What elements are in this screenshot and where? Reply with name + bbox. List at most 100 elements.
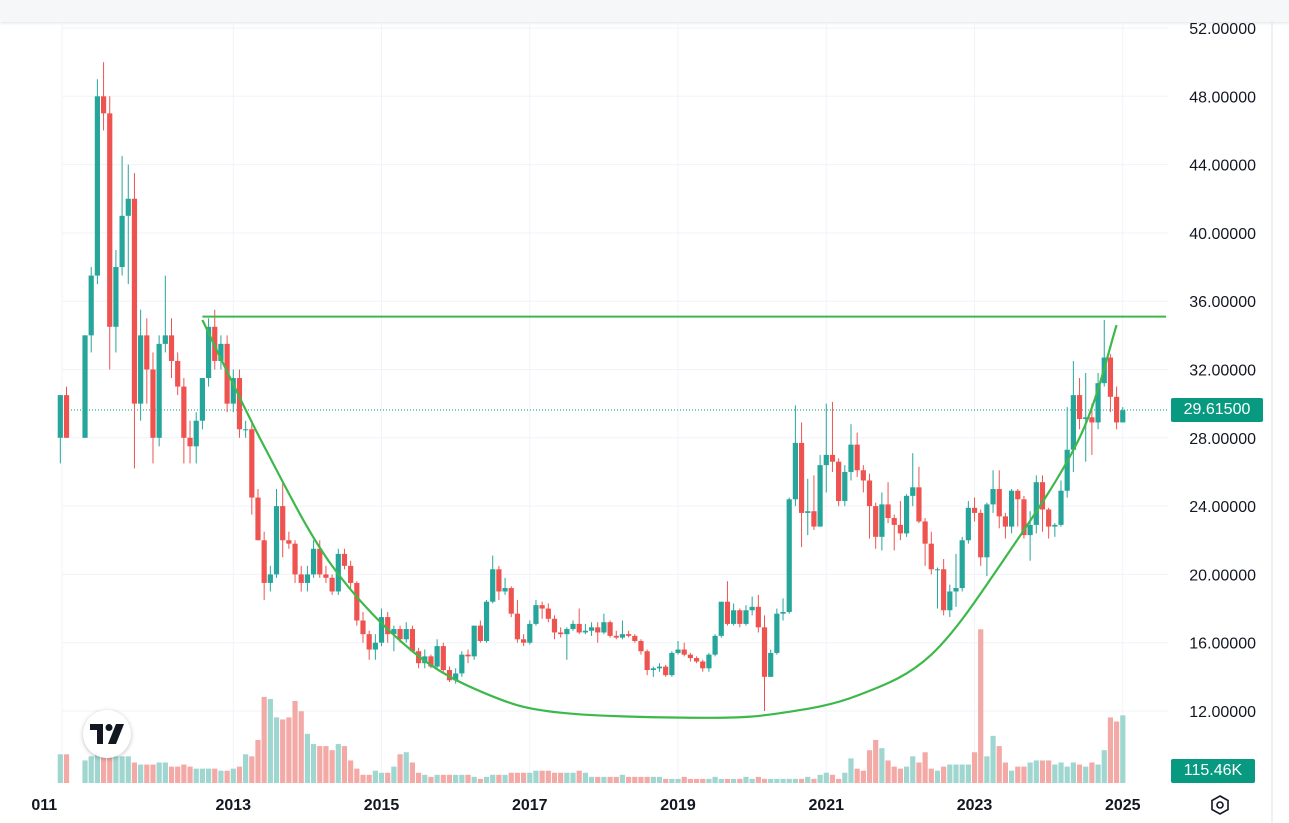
candle (230, 369, 236, 413)
candle-body (403, 629, 409, 640)
candle (755, 594, 761, 633)
volume-bar (131, 762, 138, 783)
candle-body (292, 543, 298, 575)
volume-bar (181, 764, 187, 783)
time-tick-label: 2013 (215, 797, 251, 814)
candle-body (477, 625, 483, 641)
cup-curve[interactable] (201, 319, 1118, 719)
volume-bar (261, 696, 267, 783)
candle-body (724, 601, 731, 624)
candle (545, 603, 551, 623)
candle (731, 603, 737, 626)
volume-bar (712, 776, 718, 783)
candle (984, 502, 990, 577)
volume-bar (57, 754, 63, 783)
volume-bar (82, 760, 88, 783)
candle-body (144, 335, 150, 370)
candle (434, 639, 440, 669)
volume-bar (941, 766, 947, 783)
price-tick-label: 40.00000 (1189, 226, 1256, 243)
candle (817, 454, 823, 527)
candle-body (348, 565, 354, 583)
candle (1033, 475, 1039, 534)
candle-body (934, 569, 941, 571)
candle-body (700, 661, 706, 669)
candle-body (916, 487, 922, 522)
candle-body (1021, 499, 1027, 536)
volume-bar (168, 766, 175, 783)
candle-body (372, 642, 378, 650)
candle (996, 470, 1002, 529)
candle-body (761, 627, 768, 677)
volume-bar (119, 756, 125, 783)
candle-body (483, 601, 490, 641)
settings-gear-icon[interactable] (1208, 793, 1232, 817)
volume-bar (397, 754, 403, 783)
volume-bar (391, 766, 397, 783)
volume-bar (743, 776, 749, 783)
volume-bar (718, 778, 724, 783)
volume-bar (1027, 762, 1033, 783)
candle (150, 352, 156, 464)
candle-body (527, 623, 533, 643)
candle-body (897, 524, 904, 534)
candle (1120, 407, 1126, 423)
candle (842, 465, 848, 507)
top-toolbar (0, 0, 1289, 22)
candle-body (1046, 509, 1052, 527)
candle (706, 652, 712, 672)
volume-bar (502, 774, 508, 783)
candle-body (323, 574, 329, 578)
candle-body (693, 658, 700, 662)
candle-body (669, 652, 675, 676)
tradingview-logo-icon[interactable] (83, 710, 131, 758)
candle (873, 502, 879, 549)
time-tick-label: 2021 (808, 797, 844, 814)
candle (168, 318, 175, 379)
candle (632, 634, 638, 643)
volume-bar (224, 770, 230, 783)
volume-bar (588, 776, 595, 783)
volume-bar (829, 774, 836, 783)
drawing-tools (201, 315, 1167, 719)
candle-body (928, 543, 934, 570)
candle (1046, 507, 1052, 539)
candle-body (885, 504, 891, 519)
volume-bar (1120, 715, 1126, 783)
volume-bar (891, 766, 897, 783)
candle-body (842, 471, 848, 501)
candle-body (545, 608, 551, 619)
candle (941, 559, 947, 616)
candle (539, 601, 545, 619)
volume-bar (372, 770, 378, 783)
candle-body (1107, 357, 1114, 397)
volume-bar (113, 756, 119, 783)
volume-bar (706, 778, 712, 783)
volume-bar (1033, 760, 1039, 783)
volume-bar (1070, 762, 1076, 783)
candle (440, 642, 446, 672)
candle-body (588, 627, 595, 631)
candle (453, 668, 459, 684)
candle (724, 581, 731, 626)
volume-bar (663, 778, 669, 783)
candle-body (663, 666, 669, 676)
candle-body (1114, 396, 1120, 423)
candle (947, 584, 953, 618)
candle (471, 625, 477, 660)
volume-bar (533, 770, 539, 783)
candle-body (984, 504, 990, 558)
candle-body (1027, 524, 1033, 536)
volume-bar (669, 778, 675, 783)
volume-bar (286, 717, 292, 783)
candle-body (286, 540, 292, 544)
candle (131, 173, 138, 469)
candle-body (996, 489, 1002, 517)
candle-body (632, 635, 638, 641)
candle-body (453, 673, 459, 681)
volume-bar (1052, 764, 1058, 783)
candle-body (193, 420, 199, 447)
candle (193, 412, 199, 464)
candle (446, 666, 453, 682)
